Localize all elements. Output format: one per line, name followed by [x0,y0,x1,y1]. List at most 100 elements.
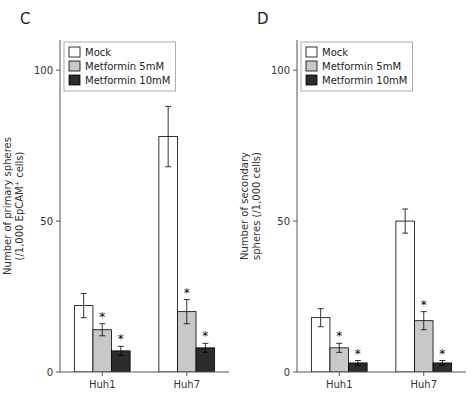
error-bar [118,346,124,355]
annotation: * [202,329,208,343]
x-tick-label: Huh1 [89,379,116,390]
annotation: * [99,310,105,324]
y-axis-label: Number of secondaryspheres (/1,000 cells… [239,152,262,260]
error-bar-cap [402,233,408,234]
annotation: * [421,298,427,312]
bar [93,330,112,372]
error-bar-cap [421,329,427,330]
error-bar-cap [184,323,190,324]
legend-swatch [69,75,80,85]
error-bar-line [320,309,321,327]
x-tick [423,372,424,376]
legend-label: Metformin 10mM [85,75,170,86]
legend-swatch [69,61,80,71]
y-tick [293,372,297,373]
annotation: * [184,286,190,300]
x-axis [60,372,229,373]
legend-swatch [69,47,80,57]
error-bar-cap [355,365,361,366]
figure: C Number of primary spheres(/1,000 EpCAM⁺… [0,0,474,409]
y-tick [56,70,60,71]
legend-swatch [306,75,317,85]
error-bar-cap [336,352,342,353]
bars [311,209,451,372]
legend: Mock Metformin 5mM Metformin 10mM [64,42,175,91]
panel: C Number of primary spheres(/1,000 EpCAM⁺… [2,10,229,390]
error-bar-cap [165,166,171,167]
y-axis [297,40,298,372]
error-bar-cap [318,326,324,327]
panel: D Number of secondaryspheres (/1,000 cell… [239,10,466,390]
error-bar-line [83,294,84,318]
x-tick [339,372,340,376]
error-bar [99,324,105,336]
legend-box [301,42,412,91]
legend-swatch [306,61,317,71]
legend-swatch [306,47,317,57]
y-tick-label: 0 [47,367,53,378]
panel-title: D [257,10,269,28]
legend-label: Metformin 5mM [85,61,164,72]
error-bar-cap [81,317,87,318]
error-bar [81,294,87,318]
error-bar [421,312,427,330]
y-tick [56,221,60,222]
error-bar-line [339,343,340,352]
bar [396,221,415,372]
bar [159,137,178,372]
annotation: * [355,347,361,361]
error-bar-line [186,300,187,324]
y-axis-label-line: Number of primary spheres [2,137,13,275]
panel-title: C [20,10,30,28]
error-bar-line [423,312,424,330]
legend-label: Metformin 5mM [322,61,401,72]
error-bar-line [120,346,121,355]
error-bar [184,300,190,324]
error-bar-line [442,361,443,366]
y-axis-label-line: (/1,000 EpCAM⁺ cells) [14,151,25,260]
legend: Mock Metformin 5mM Metformin 10mM [301,42,412,91]
y-tick-label: 50 [277,216,290,227]
error-bar-cap [202,352,208,353]
x-tick-label: Huh7 [410,379,437,390]
error-bar [336,343,342,352]
error-bar-cap [81,293,87,294]
legend-label: Metformin 10mM [322,75,407,86]
y-tick [293,70,297,71]
bars [74,106,214,372]
annotation: * [439,347,445,361]
y-tick-label: 100 [34,65,53,76]
error-bar-line [405,209,406,233]
x-tick [102,372,103,376]
error-bar-cap [402,209,408,210]
error-bar [402,209,408,233]
y-tick [293,221,297,222]
x-tick-label: Huh7 [173,379,200,390]
x-axis [297,372,466,373]
error-bar-line [102,324,103,336]
x-tick [186,372,187,376]
error-bar [439,361,445,366]
y-tick-label: 0 [284,367,290,378]
y-axis [60,40,61,372]
error-bar [202,343,208,352]
error-bar-line [357,361,358,366]
y-tick-label: 50 [40,216,53,227]
legend-label: Mock [85,47,111,58]
legend-box [64,42,175,91]
legend-label: Mock [322,47,348,58]
x-tick-label: Huh1 [326,379,353,390]
y-axis-label-line: Number of secondary [239,152,250,260]
error-bar-line [168,106,169,166]
error-bar-cap [439,365,445,366]
y-axis-label-line: spheres (/1,000 cells) [251,152,262,260]
y-axis-label: Number of primary spheres(/1,000 EpCAM⁺ … [2,137,25,275]
annotation: * [118,332,124,346]
error-bar [318,309,324,327]
error-bar-cap [165,106,171,107]
error-bar-cap [118,355,124,356]
error-bar [355,361,361,366]
error-bar [165,106,171,166]
error-bar-line [205,343,206,352]
y-tick-label: 100 [271,65,290,76]
